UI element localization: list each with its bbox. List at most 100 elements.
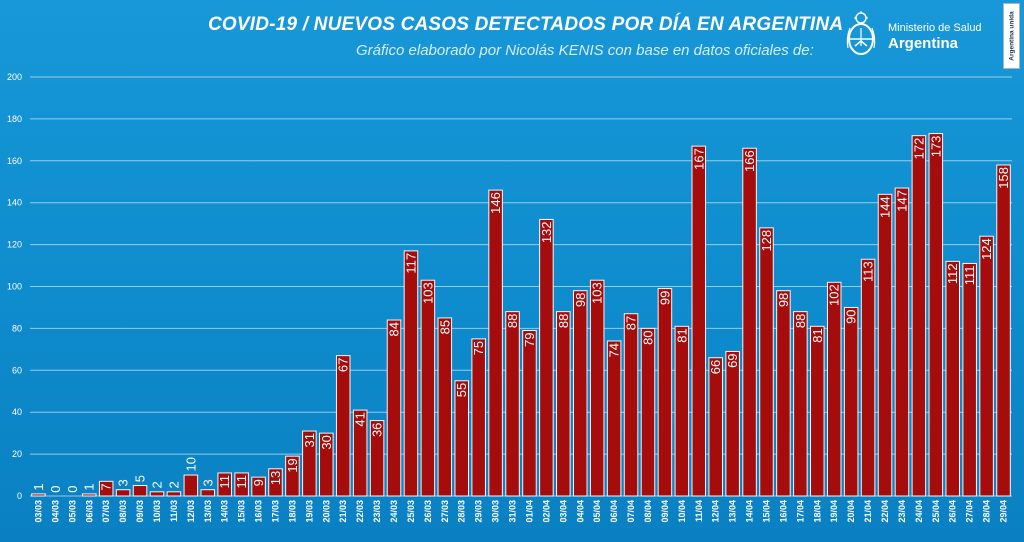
bar-value-label: 5	[133, 475, 148, 482]
bar	[166, 491, 182, 497]
bar-value-label: 30	[319, 435, 334, 449]
bar	[488, 189, 503, 497]
bar-value-label: 98	[776, 293, 791, 307]
bar	[911, 135, 927, 497]
bar	[335, 355, 351, 497]
bar	[98, 480, 114, 497]
x-tick-label: 21/03	[338, 500, 348, 523]
x-tick-label: 30/03	[491, 500, 501, 523]
bar	[962, 262, 977, 497]
bar-value-label: 7	[99, 483, 114, 490]
x-tick-label: 01/04	[524, 500, 534, 523]
bar-value-label: 41	[353, 412, 368, 426]
bar	[386, 319, 402, 497]
bar-value-label: 81	[810, 328, 825, 342]
x-tick-label: 05/04	[592, 500, 602, 523]
bar-value-label: 112	[945, 263, 960, 284]
bar-value-label: 0	[65, 486, 80, 493]
bar	[945, 260, 961, 497]
ministry-name: Ministerio de Salud	[888, 22, 982, 34]
bar	[403, 250, 419, 497]
x-tick-label: 15/04	[762, 500, 772, 523]
x-tick-label: 16/03	[254, 500, 264, 523]
bar-value-label: 88	[505, 314, 520, 328]
bar	[894, 187, 910, 497]
bar-value-label: 11	[234, 475, 249, 489]
bar	[522, 329, 537, 497]
y-tick-label: 120	[7, 240, 22, 250]
x-tick-label: 08/04	[643, 500, 653, 523]
ministry-logo: Ministerio de Salud Argentina	[844, 10, 994, 64]
bar	[826, 281, 842, 497]
bar	[369, 420, 385, 497]
bar-value-label: 31	[302, 433, 317, 447]
bar	[572, 290, 588, 497]
bar	[708, 357, 723, 497]
bar-value-label: 74	[607, 343, 622, 357]
x-tick-label: 20/04	[846, 500, 856, 523]
x-tick-label: 10/03	[152, 500, 162, 523]
slogan-text: Argentina unida	[1008, 11, 1015, 61]
x-axis-ticks: 03/03 04/03 05/03 06/03 07/03 08/03 09/03 10/03…	[33, 500, 1008, 523]
argentina-unida-badge: Argentina unida	[1003, 3, 1020, 69]
bar	[928, 133, 944, 497]
x-tick-label: 19/03	[304, 500, 314, 523]
bar	[860, 258, 876, 497]
x-tick-label: 16/04	[778, 500, 788, 523]
gridlines	[30, 76, 1012, 497]
x-tick-label: 06/03	[84, 500, 94, 523]
x-tick-label: 10/04	[677, 500, 687, 523]
bar-value-label: 98	[573, 293, 588, 307]
x-tick-label: 13/03	[203, 500, 213, 523]
y-tick-label: 20	[12, 449, 22, 459]
bar	[539, 218, 554, 497]
x-tick-label: 08/03	[118, 500, 128, 523]
chart-subtitle: Gráfico elaborado por Nicolás KENIS con …	[356, 42, 814, 59]
bar-value-label: 19	[285, 458, 300, 472]
bar	[640, 327, 656, 497]
bar	[979, 235, 994, 497]
x-tick-label: 27/04	[965, 500, 975, 523]
bar	[589, 279, 605, 497]
bar-value-label: 0	[48, 486, 63, 493]
bar	[759, 227, 774, 497]
bar	[877, 193, 893, 497]
y-tick-label: 140	[7, 198, 22, 208]
bar-value-label: 67	[336, 358, 351, 372]
bar	[674, 325, 690, 497]
bar	[81, 493, 97, 497]
bar	[200, 489, 216, 497]
bar	[420, 279, 436, 497]
bar	[149, 491, 165, 497]
x-tick-label: 18/03	[287, 500, 297, 523]
bar	[657, 288, 673, 497]
bar-value-label: 2	[149, 481, 164, 488]
x-tick-label: 31/03	[508, 500, 518, 523]
x-tick-label: 18/04	[812, 500, 822, 523]
bar-value-label: 81	[674, 328, 689, 342]
bar-value-label: 111	[962, 265, 977, 285]
bar	[217, 472, 232, 497]
x-tick-label: 22/04	[880, 500, 890, 523]
bar	[996, 164, 1011, 497]
x-tick-label: 13/04	[728, 500, 738, 523]
x-tick-label: 23/04	[897, 500, 907, 523]
bar	[471, 338, 486, 497]
bar-value-label: 172	[911, 138, 926, 160]
bar	[505, 311, 520, 497]
bar-value-label: 75	[471, 341, 486, 355]
bar-value-label: 9	[251, 479, 266, 486]
y-tick-label: 100	[7, 282, 22, 292]
bar-value-label: 2	[166, 481, 181, 488]
bar	[454, 380, 470, 497]
x-tick-label: 26/04	[948, 500, 958, 523]
x-tick-label: 14/03	[220, 500, 230, 523]
bar	[776, 290, 791, 497]
bar	[691, 145, 707, 497]
bar-value-label: 13	[268, 471, 283, 485]
bar-value-label: 66	[708, 360, 723, 374]
bar-value-label: 80	[640, 330, 655, 344]
bar-value-label: 84	[387, 322, 402, 336]
x-tick-label: 07/04	[626, 500, 636, 523]
